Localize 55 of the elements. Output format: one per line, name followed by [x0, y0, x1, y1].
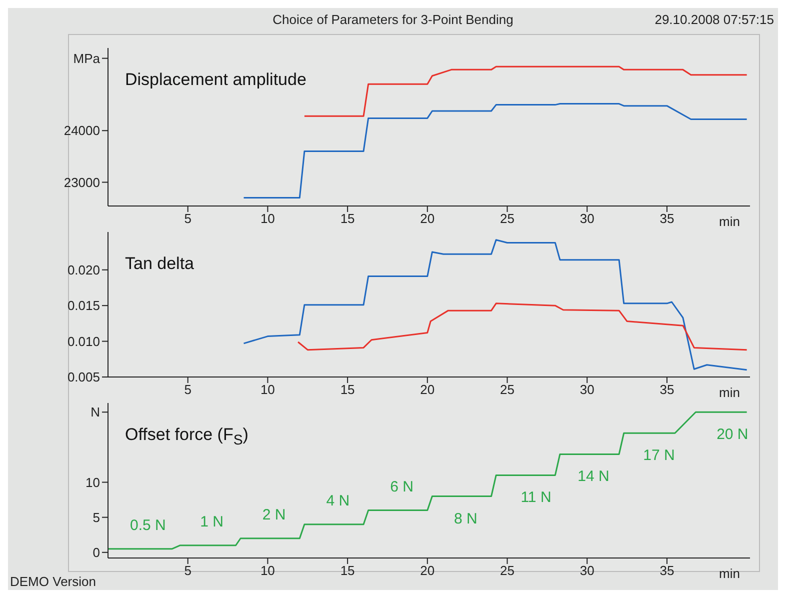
y-tick-label: MPa: [73, 50, 101, 66]
text: 29.10.2008 07:57:15: [654, 12, 774, 27]
x-tick-label: 5: [184, 382, 192, 398]
x-axis-title: min: [719, 385, 740, 400]
annotation: 4 N: [326, 492, 350, 510]
x-tick-label: 20: [420, 563, 435, 578]
annotation: 2 N: [262, 506, 286, 524]
y-tick-label: N: [90, 404, 100, 420]
x-tick-label: 35: [660, 211, 674, 226]
text: Tan delta: [125, 254, 194, 274]
annotation: 6 N: [390, 478, 414, 496]
y-tick-label: 0.015: [67, 298, 100, 314]
annotation: 1 N: [200, 513, 224, 530]
x-tick-label: 15: [340, 211, 355, 226]
x-tick-label: 5: [184, 211, 192, 226]
y-tick-label: 0.005: [67, 370, 100, 385]
x-tick-label: 25: [500, 382, 514, 398]
y-tick-label: 24000: [64, 123, 100, 138]
x-tick-label: 35: [660, 382, 674, 398]
text: Displacement amplitude: [125, 70, 306, 90]
x-tick-label: 15: [340, 563, 355, 578]
x-tick-label: 25: [500, 563, 514, 578]
x-tick-label: 25: [500, 211, 514, 226]
x-tick-label: 10: [260, 382, 275, 398]
line-series: [108, 411, 748, 550]
y-tick-label: 10: [86, 474, 100, 490]
text: Offset force (F$_{S}$): [125, 425, 248, 448]
annotation: 11 N: [520, 489, 552, 506]
x-tick-label: 35: [660, 563, 674, 578]
line-series: [242, 103, 748, 198]
x-axis-title: min: [719, 566, 740, 581]
y-tick-label: 23000: [64, 174, 100, 190]
x-axis-title: min: [719, 214, 740, 229]
line-series: [297, 302, 748, 351]
x-tick-label: 20: [420, 382, 435, 398]
y-tick-label: 0: [92, 545, 100, 560]
y-tick-label: 0.010: [67, 334, 100, 349]
x-tick-label: 30: [580, 563, 594, 578]
x-tick-label: 30: [580, 382, 594, 398]
x-tick-label: 20: [420, 211, 435, 226]
x-tick-label: 10: [260, 563, 275, 578]
x-tick-label: 30: [580, 211, 594, 226]
annotation: 8 N: [454, 510, 478, 528]
x-tick-label: 15: [340, 382, 355, 398]
text: DEMO Version: [10, 574, 96, 589]
x-tick-label: 5: [184, 563, 192, 578]
annotation: 14 N: [578, 468, 610, 486]
line-series: [242, 239, 748, 371]
annotation: 0.5 N: [130, 516, 166, 534]
annotation: 20 N: [716, 426, 748, 444]
annotation: 17 N: [643, 447, 675, 464]
x-tick-label: 10: [260, 211, 275, 226]
chart-title: Choice of Parameters for 3-Point Bending: [272, 12, 514, 27]
y-tick-label: 0.020: [67, 262, 100, 278]
y-tick-label: 5: [92, 510, 100, 525]
